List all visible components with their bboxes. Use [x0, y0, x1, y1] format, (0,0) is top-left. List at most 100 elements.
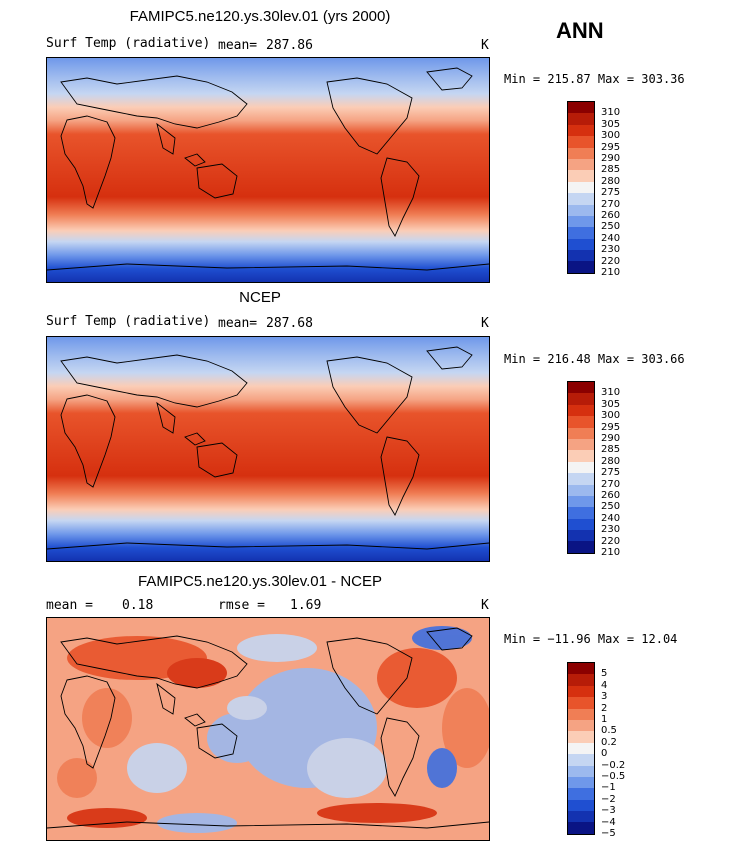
colorbar-swatch [568, 404, 594, 417]
panel1-units: K [481, 38, 489, 53]
panel3-cb-label: 3 [601, 691, 608, 703]
panel2-cb-label: 250 [601, 501, 621, 513]
colorbar-swatch [568, 158, 594, 171]
colorbar-swatch [568, 484, 594, 496]
colorbar-swatch [568, 238, 594, 251]
panel2-cb-label: 240 [601, 512, 621, 524]
colorbar-swatch [568, 518, 594, 531]
panel1-title: FAMIPC5.ne120.ys.30lev.01 (yrs 2000) [129, 8, 391, 25]
colorbar-swatch [568, 382, 594, 394]
colorbar-swatch [568, 697, 594, 709]
colorbar-swatch [568, 427, 594, 439]
colorbar-swatch [568, 788, 594, 800]
panel3-rmse-label: rmse = [218, 598, 265, 613]
panel3-title: FAMIPC5.ne120.ys.30lev.01 - NCEP [138, 573, 382, 590]
panel3-cb-label: −2 [601, 793, 616, 805]
colorbar-swatch [568, 663, 594, 675]
colorbar-swatch [568, 113, 594, 125]
colorbar-swatch [568, 102, 594, 114]
panel3-mean-label: mean = [46, 598, 93, 613]
panel3-cb-label: 0.2 [601, 736, 617, 748]
colorbar-swatch [568, 416, 594, 428]
colorbar-swatch [568, 719, 594, 732]
panel3-cb-label: 2 [601, 702, 608, 714]
panel2-cb-label: 230 [601, 524, 621, 536]
colorbar-swatch [568, 461, 594, 474]
panel3-cb-label: −4 [601, 816, 616, 828]
colorbar-swatch [568, 193, 594, 205]
colorbar-swatch [568, 473, 594, 485]
panel2-cb-label: 210 [601, 547, 621, 558]
colorbar-swatch [568, 799, 594, 812]
season-label: ANN [556, 18, 604, 43]
panel3-cb-label: 0 [601, 748, 608, 760]
panel3-cb-label: −0.5 [601, 771, 626, 782]
panel2-cb-label: 305 [601, 398, 621, 410]
panel1-colorbar: 310 305 300 295 290 285 280 275 270 260 … [567, 101, 620, 278]
colorbar-swatch [568, 776, 594, 789]
panel1-mean-value: 287.86 [266, 38, 313, 53]
panel1-cb-label: 275 [601, 187, 621, 199]
panel1-cb-label: 240 [601, 232, 621, 244]
panel2-cb-label: 280 [601, 455, 621, 467]
panel1-cb-label: 295 [601, 141, 621, 153]
panel1-cb-label: 305 [601, 118, 621, 130]
panel2-cb-label: 285 [601, 444, 621, 456]
panel3-cb-label: −5 [601, 828, 616, 839]
colorbar-swatch [568, 261, 594, 273]
panel2-colorbar: 310 305 300 295 290 285 280 275 270 260 … [567, 381, 620, 558]
colorbar-swatch [568, 227, 594, 239]
panel3-cb-label: −3 [601, 805, 616, 817]
panel3-map [46, 617, 490, 841]
colorbar-swatch [568, 507, 594, 519]
panel1-mean-label: mean= [218, 38, 258, 53]
colorbar-swatch [568, 170, 594, 182]
panel3-cb-label: −0.2 [601, 759, 626, 771]
colorbar-swatch [568, 822, 594, 834]
panel3-rmse-value: 1.69 [290, 598, 322, 613]
panel2-cb-label: 270 [601, 478, 621, 490]
colorbar-swatch [568, 250, 594, 262]
panel3-cb-label: 4 [601, 679, 608, 691]
colorbar-swatch [568, 685, 594, 698]
panel3-mean-value: 0.18 [122, 598, 154, 613]
panel1-cb-label: 210 [601, 267, 621, 278]
colorbar-swatch [568, 811, 594, 823]
panel1-map [46, 57, 490, 283]
panel2-cb-label: 300 [601, 410, 621, 422]
panel2-cb-label: 220 [601, 535, 621, 547]
panel1-cb-label: 290 [601, 153, 621, 164]
colorbar-swatch [568, 530, 594, 542]
panel2-cb-label: 310 [601, 387, 621, 399]
colorbar-swatch [568, 438, 594, 451]
panel3-units: K [481, 598, 489, 613]
panel1-field-label: Surf Temp (radiative) [46, 36, 211, 51]
panel3-minmax: Min = −11.96 Max = 12.04 [504, 632, 678, 646]
panel1-cb-label: 260 [601, 210, 621, 221]
panel2-map [46, 336, 490, 562]
panel1-cb-label: 285 [601, 164, 621, 176]
colorbar-swatch [568, 124, 594, 137]
colorbar-swatch [568, 204, 594, 216]
panel2-minmax: Min = 216.48 Max = 303.66 [504, 352, 685, 366]
panel2-field-label: Surf Temp (radiative) [46, 314, 211, 329]
panel1-cb-label: 250 [601, 221, 621, 233]
colorbar-swatch [568, 393, 594, 405]
panel2-mean-label: mean= [218, 316, 258, 331]
panel2-title: NCEP [239, 289, 281, 306]
panel1-cb-label: 300 [601, 130, 621, 142]
panel2-mean-value: 287.68 [266, 316, 313, 331]
colorbar-swatch [568, 754, 594, 766]
panel3-cb-label: 5 [601, 668, 608, 680]
panel1-cb-label: 280 [601, 175, 621, 187]
colorbar-swatch [568, 731, 594, 743]
colorbar-swatch [568, 742, 594, 755]
colorbar-swatch [568, 708, 594, 720]
panel3-cb-label: 0.5 [601, 725, 617, 737]
panel2-cb-label: 275 [601, 467, 621, 479]
panel3-map-svg [47, 618, 489, 840]
panel2-cb-label: 260 [601, 490, 621, 501]
panel2-cb-label: 295 [601, 421, 621, 433]
colorbar-swatch [568, 674, 594, 686]
colorbar-swatch [568, 765, 594, 777]
